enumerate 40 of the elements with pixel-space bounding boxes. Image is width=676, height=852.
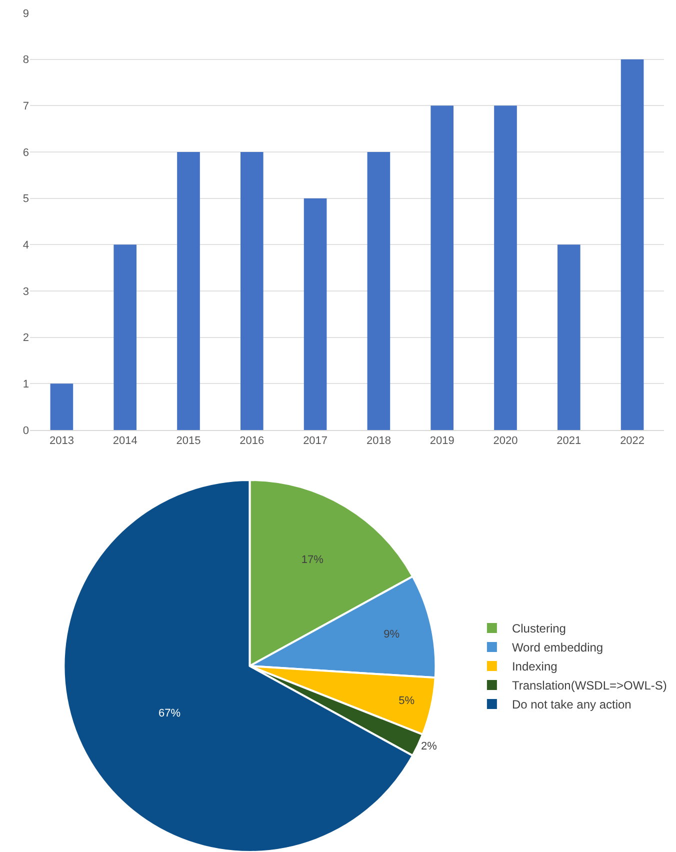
data-label: 17%	[301, 554, 324, 566]
data-label: 9%	[384, 628, 400, 640]
bar	[240, 152, 264, 430]
x-tick-label: 2017	[303, 435, 328, 448]
x-tick-label: 2013	[49, 435, 74, 448]
legend-label: Word embedding	[512, 640, 604, 655]
data-label: 67%	[158, 707, 181, 720]
data-label: 2%	[421, 740, 438, 752]
y-tick-label: 3	[22, 286, 29, 298]
bar	[494, 106, 517, 430]
y-tick-label: 0	[22, 424, 29, 437]
x-tick-label: 2020	[493, 435, 518, 448]
y-tick-label: 8	[22, 54, 29, 66]
legend-label: Do not take any action	[512, 698, 632, 712]
legend-label: Indexing	[512, 660, 558, 674]
x-tick-label: 2014	[112, 435, 138, 448]
x-tick-label: 2019	[430, 435, 454, 448]
x-tick-label: 2022	[620, 435, 645, 448]
bar	[177, 152, 200, 430]
y-tick-label: 9	[22, 8, 29, 20]
bar	[50, 384, 74, 430]
x-tick-label: 2015	[176, 435, 201, 448]
y-tick-label: 4	[22, 240, 29, 252]
y-tick-label: 7	[22, 100, 29, 113]
bar	[367, 152, 390, 430]
y-tick-label: 2	[22, 332, 29, 344]
x-tick-label: 2018	[366, 435, 391, 448]
bar	[114, 244, 137, 430]
x-tick-label: 2016	[240, 435, 264, 448]
x-tick-label: 2021	[556, 435, 582, 448]
legend-label: Translation(WSDL=>OWL-S)	[512, 678, 667, 693]
y-tick-label: 5	[22, 193, 29, 206]
bar	[620, 59, 644, 430]
bar	[557, 244, 580, 430]
bar	[304, 198, 327, 430]
data-label: 5%	[398, 695, 415, 708]
y-tick-label: 1	[22, 378, 29, 391]
bar	[430, 106, 454, 430]
legend-label: Clustering	[512, 622, 566, 636]
y-tick-label: 6	[22, 146, 29, 159]
